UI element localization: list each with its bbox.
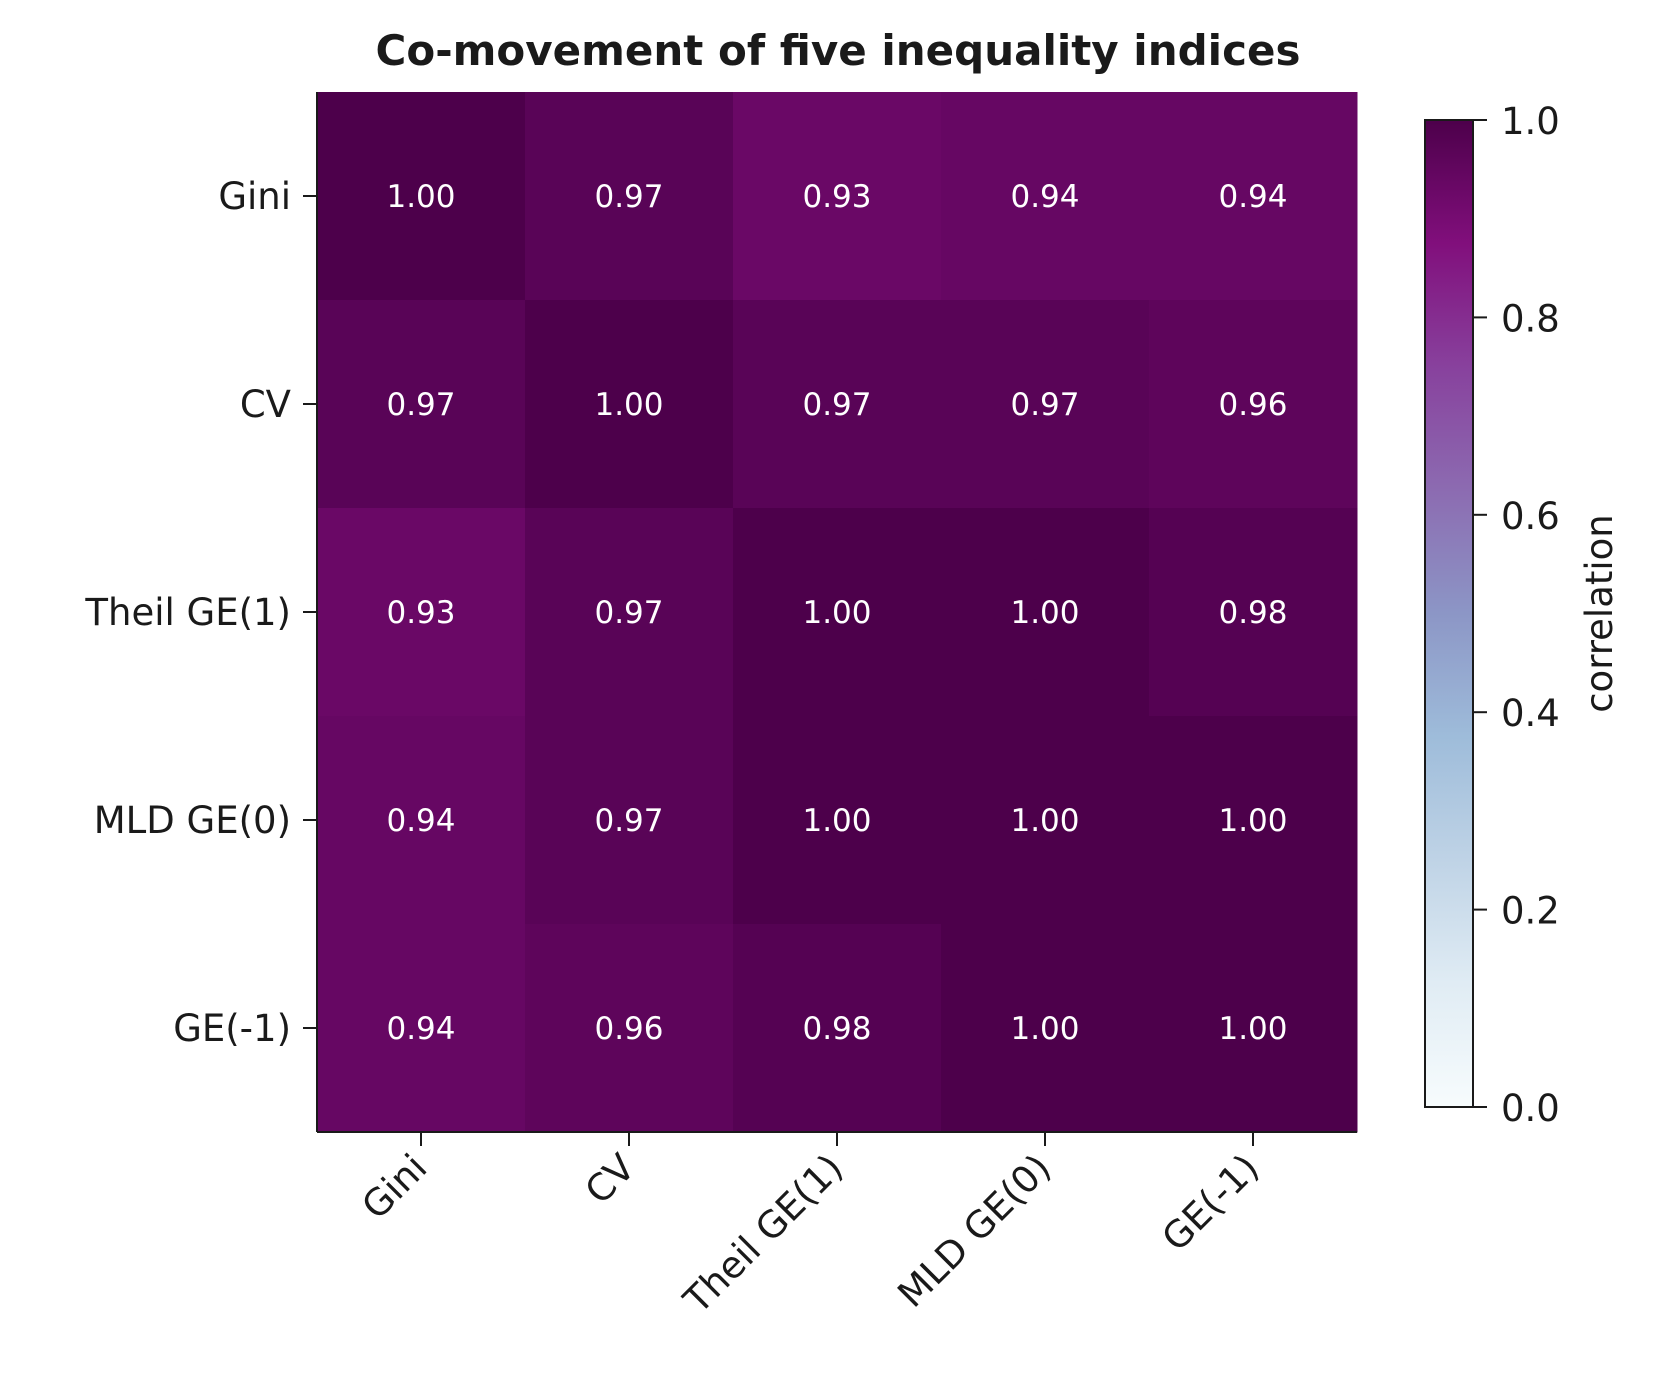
colorbar-tick-label: 0.2	[1501, 890, 1560, 933]
heatmap-cell-2-2	[733, 508, 942, 717]
heatmap-cells: 1.00 0.97 0.93 0.94 0.94 0.97 1.00 0.97 0.97 0.96…	[317, 92, 1358, 1133]
cell-value-label: 1.00	[1010, 803, 1079, 839]
colorbar-tick-label: 0.6	[1501, 495, 1560, 538]
cell-value-label: 0.93	[386, 595, 455, 631]
heatmap-cell-4-4	[1149, 924, 1358, 1133]
y-tick-label: MLD GE(0)	[94, 799, 291, 842]
colorbar-tick-label: 0.4	[1501, 692, 1560, 735]
x-tick-label: MLD GE(0)	[889, 1146, 1059, 1316]
cell-value-label: 0.94	[386, 803, 455, 839]
heatmap-cell-1-3	[941, 300, 1150, 509]
heatmap-cell-3-3	[941, 716, 1150, 925]
cell-value-label: 1.00	[386, 179, 455, 215]
heatmap-cell-0-2	[733, 92, 942, 301]
cell-value-label: 0.98	[802, 1011, 871, 1047]
cell-value-label: 1.00	[1010, 595, 1079, 631]
cell-value-label: 0.97	[386, 387, 455, 423]
y-tick-label: Theil GE(1)	[84, 591, 291, 634]
colorbar: 0.0 0.2 0.4 0.6 0.8 1.0 correlation	[1424, 100, 1621, 1130]
cell-value-label: 0.97	[1010, 387, 1079, 423]
heatmap-cell-2-0	[317, 508, 526, 717]
heatmap-cell-3-4	[1149, 716, 1358, 925]
cell-value-label: 1.00	[594, 387, 663, 423]
heatmap-cell-4-3	[941, 924, 1150, 1133]
heatmap-cell-0-3	[941, 92, 1150, 301]
heatmap-cell-4-1	[525, 924, 734, 1133]
heatmap-cell-0-4	[1149, 92, 1358, 301]
heatmap-cell-0-1	[525, 92, 734, 301]
y-tick-label: CV	[240, 383, 291, 426]
cell-value-label: 1.00	[1218, 803, 1287, 839]
heatmap-cell-0-0	[317, 92, 526, 301]
heatmap-cell-4-0	[317, 924, 526, 1133]
cell-value-label: 1.00	[1218, 1011, 1287, 1047]
cell-value-label: 0.97	[594, 179, 663, 215]
cell-value-label: 0.98	[1218, 595, 1287, 631]
y-tick-label: GE(-1)	[173, 1007, 291, 1050]
colorbar-tick-label: 0.8	[1501, 297, 1560, 340]
heatmap-cell-2-4	[1149, 508, 1358, 717]
y-tick-label: Gini	[218, 175, 291, 218]
heatmap-cell-1-4	[1149, 300, 1358, 509]
cell-value-label: 1.00	[802, 595, 871, 631]
heatmap-cell-3-0	[317, 716, 526, 925]
colorbar-tick-label: 0.0	[1501, 1087, 1560, 1130]
cell-value-label: 0.93	[802, 179, 871, 215]
heatmap-cell-3-1	[525, 716, 734, 925]
cell-value-label: 0.97	[594, 803, 663, 839]
heatmap-cell-2-3	[941, 508, 1150, 717]
cell-value-label: 0.97	[802, 387, 871, 423]
heatmap-cell-1-0	[317, 300, 526, 509]
cell-value-label: 1.00	[802, 803, 871, 839]
cell-value-label: 0.94	[1218, 179, 1287, 215]
cell-value-label: 0.94	[386, 1011, 455, 1047]
heatmap-cell-2-1	[525, 508, 734, 717]
cell-value-label: 0.96	[594, 1011, 663, 1047]
colorbar-axis-label: correlation	[1578, 514, 1621, 713]
x-tick-label: Theil GE(1)	[675, 1146, 852, 1323]
heatmap-cell-1-1	[525, 300, 734, 509]
colorbar-gradient-bar	[1424, 119, 1474, 1108]
cell-value-label: 1.00	[1010, 1011, 1079, 1047]
x-tick-label: Gini	[354, 1146, 436, 1228]
x-tick-label: CV	[577, 1146, 644, 1213]
chart-title: Co-movement of five inequality indices	[376, 26, 1301, 75]
cell-value-label: 0.94	[1010, 179, 1079, 215]
heatmap-cell-3-2	[733, 716, 942, 925]
heatmap-cell-4-2	[733, 924, 942, 1133]
x-tick-label: GE(-1)	[1154, 1146, 1268, 1260]
colorbar-tick-label: 1.0	[1501, 100, 1560, 143]
cell-value-label: 0.96	[1218, 387, 1287, 423]
heatmap-cell-1-2	[733, 300, 942, 509]
cell-value-label: 0.97	[594, 595, 663, 631]
